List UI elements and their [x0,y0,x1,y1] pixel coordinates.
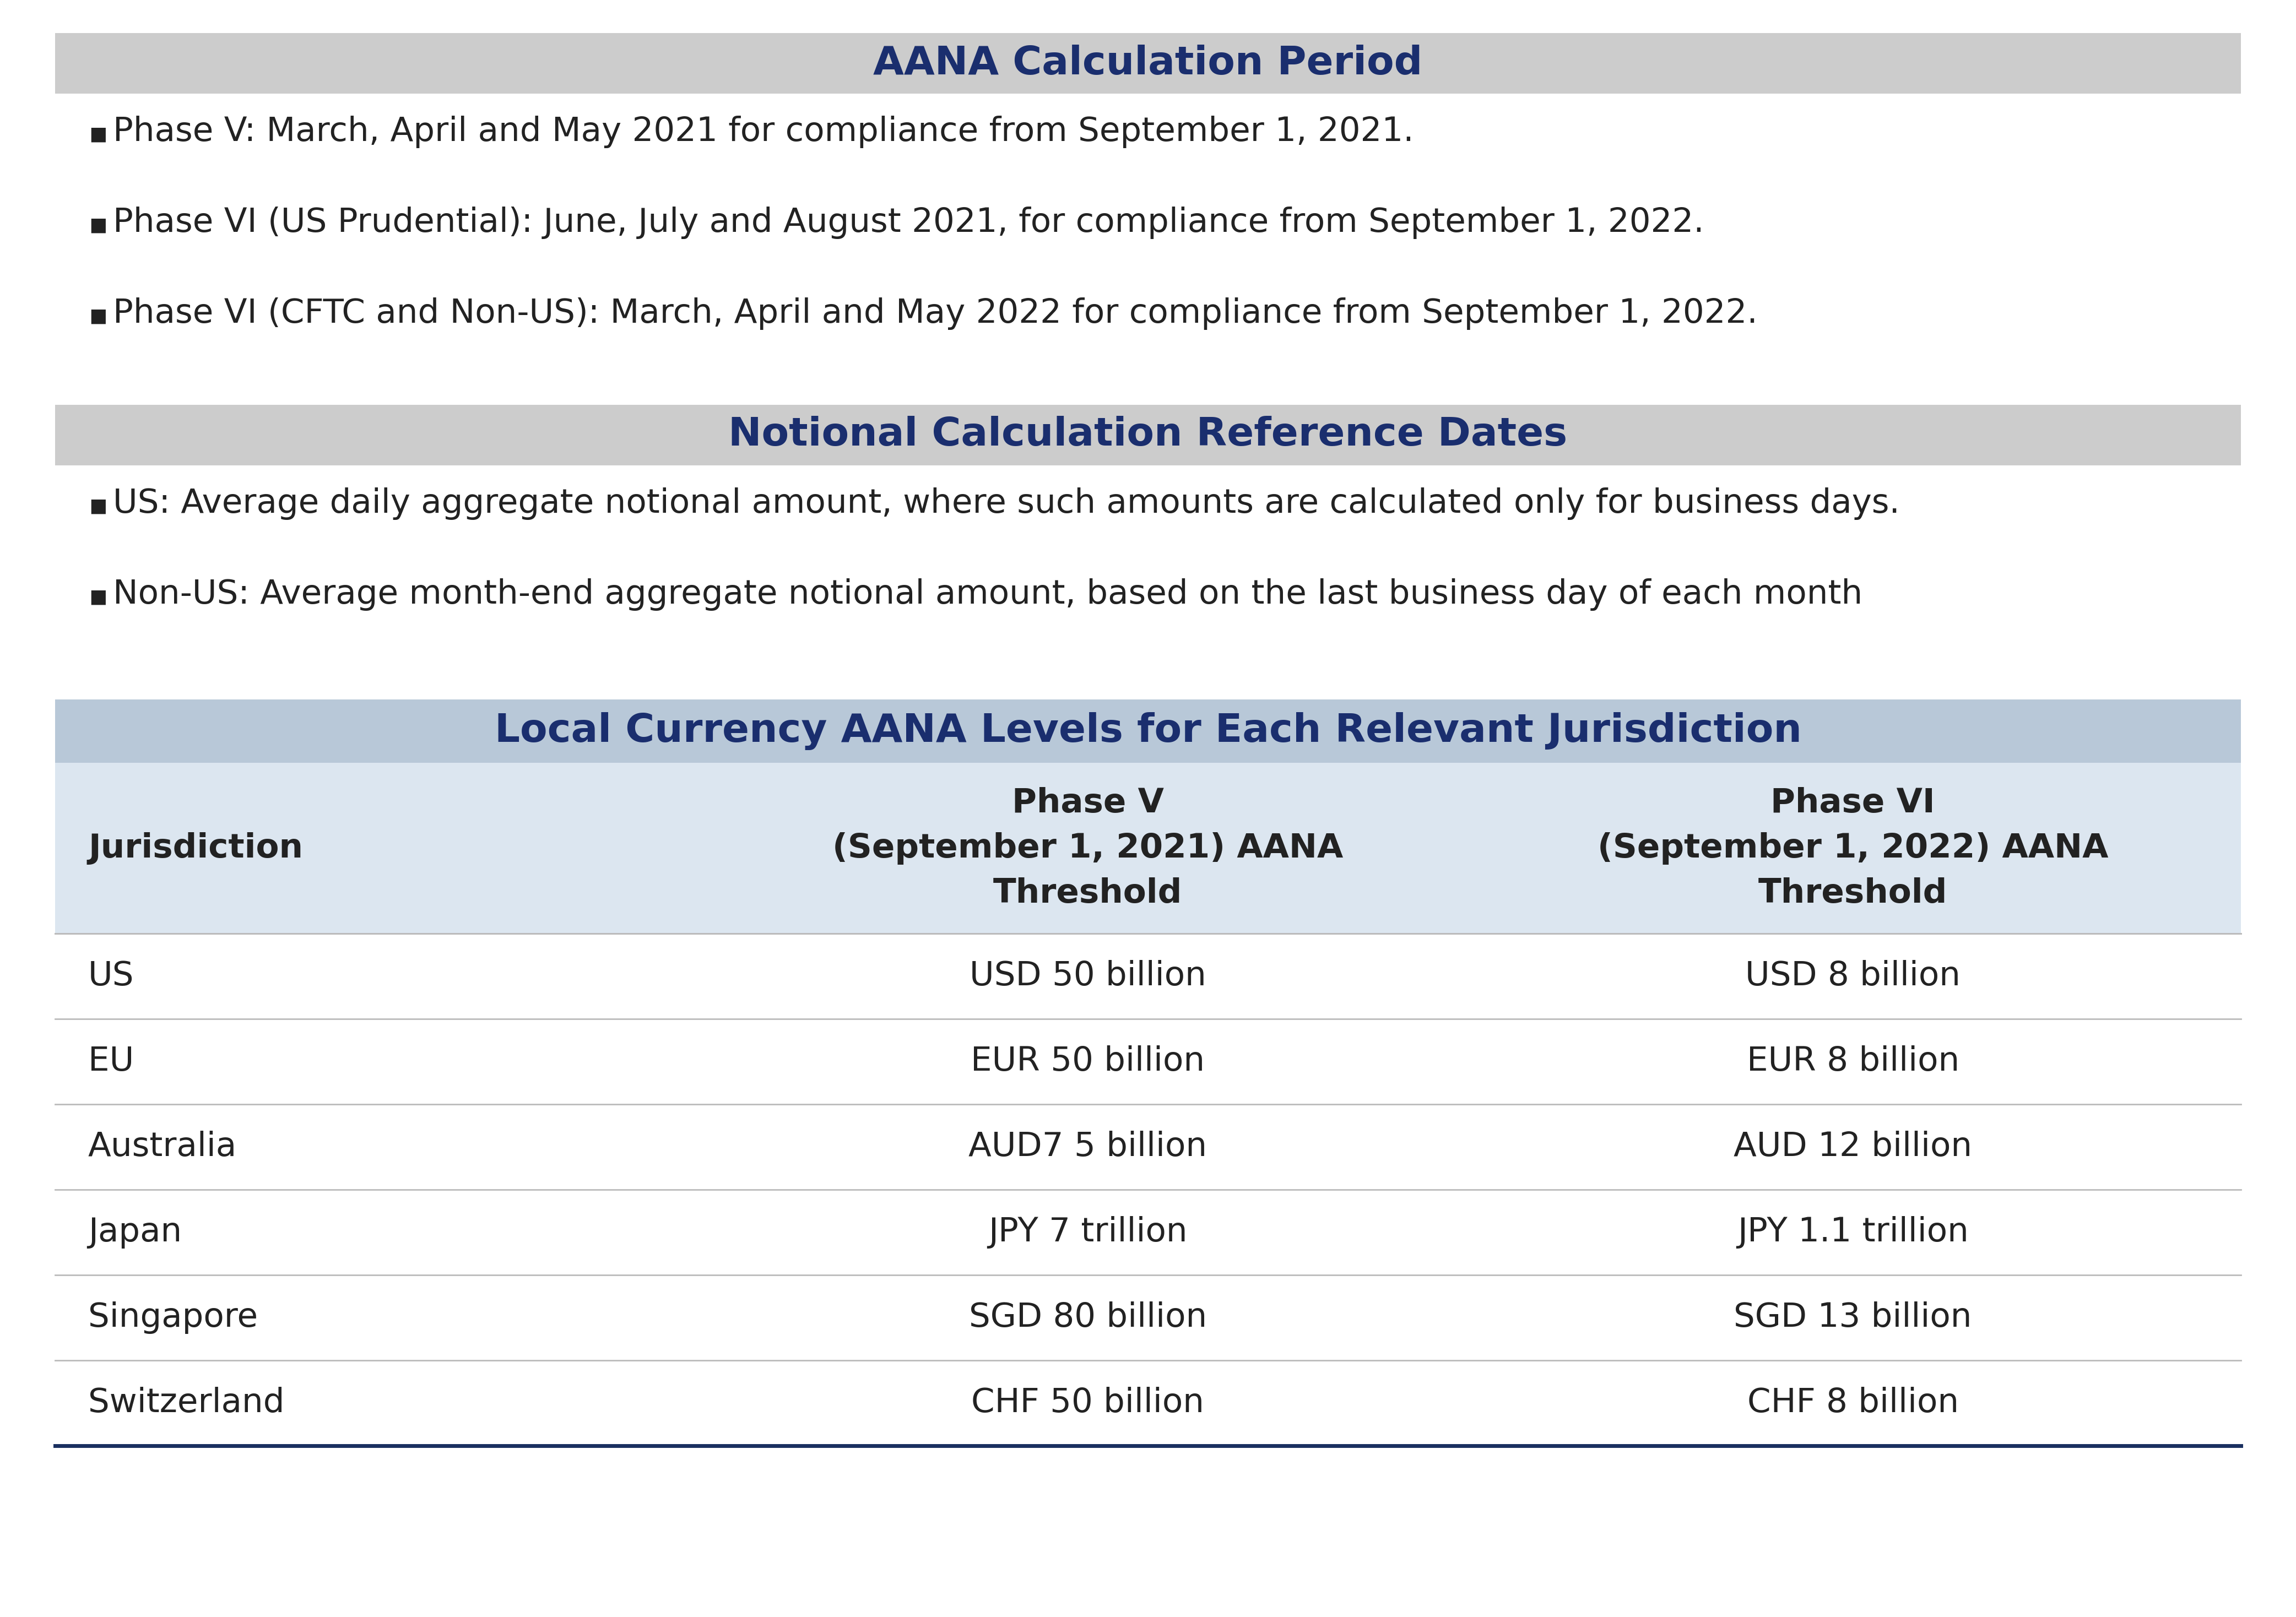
Text: Phase VI (CFTC and Non-US): March, April and May 2022 for compliance from Septem: Phase VI (CFTC and Non-US): March, April… [113,298,1759,330]
Text: Phase V
(September 1, 2021) AANA
Threshold: Phase V (September 1, 2021) AANA Thresho… [833,787,1343,909]
Text: EUR 8 billion: EUR 8 billion [1747,1045,1958,1079]
FancyBboxPatch shape [55,763,2241,933]
Text: EU: EU [87,1045,133,1079]
Text: AUD7 5 billion: AUD7 5 billion [969,1130,1208,1163]
Text: US: Average daily aggregate notional amount, where such amounts are calculated o: US: Average daily aggregate notional amo… [113,487,1899,521]
Text: ▪: ▪ [87,582,108,611]
Text: Jurisdiction: Jurisdiction [87,831,303,865]
Text: AUD 12 billion: AUD 12 billion [1733,1130,1972,1163]
Text: ▪: ▪ [87,492,108,521]
FancyBboxPatch shape [55,32,2241,94]
Text: ▪: ▪ [87,302,108,330]
Text: CHF 8 billion: CHF 8 billion [1747,1387,1958,1420]
Text: USD 50 billion: USD 50 billion [969,960,1205,993]
Text: Phase VI (US Prudential): June, July and August 2021, for compliance from Septem: Phase VI (US Prudential): June, July and… [113,207,1704,239]
FancyBboxPatch shape [55,700,2241,763]
Text: SGD 13 billion: SGD 13 billion [1733,1302,1972,1334]
Text: Phase V: March, April and May 2021 for compliance from September 1, 2021.: Phase V: March, April and May 2021 for c… [113,116,1414,149]
Text: CHF 50 billion: CHF 50 billion [971,1387,1205,1420]
Text: JPY 7 trillion: JPY 7 trillion [987,1216,1187,1248]
Text: Japan: Japan [87,1216,181,1248]
Text: Phase VI
(September 1, 2022) AANA
Threshold: Phase VI (September 1, 2022) AANA Thresh… [1598,787,2108,909]
Text: Australia: Australia [87,1130,236,1163]
Text: Non-US: Average month-end aggregate notional amount, based on the last business : Non-US: Average month-end aggregate noti… [113,579,1862,611]
Text: Local Currency AANA Levels for Each Relevant Jurisdiction: Local Currency AANA Levels for Each Rele… [494,711,1802,750]
Text: Singapore: Singapore [87,1302,257,1334]
Text: AANA Calculation Period: AANA Calculation Period [872,44,1424,82]
Text: Notional Calculation Reference Dates: Notional Calculation Reference Dates [728,416,1568,454]
Text: USD 8 billion: USD 8 billion [1745,960,1961,993]
Text: SGD 80 billion: SGD 80 billion [969,1302,1208,1334]
Text: ▪: ▪ [87,210,108,239]
Text: Switzerland: Switzerland [87,1387,285,1420]
Text: US: US [87,960,133,993]
Text: JPY 1.1 trillion: JPY 1.1 trillion [1738,1216,1968,1248]
Text: ▪: ▪ [87,120,108,149]
Text: EUR 50 billion: EUR 50 billion [971,1045,1205,1079]
FancyBboxPatch shape [55,404,2241,466]
